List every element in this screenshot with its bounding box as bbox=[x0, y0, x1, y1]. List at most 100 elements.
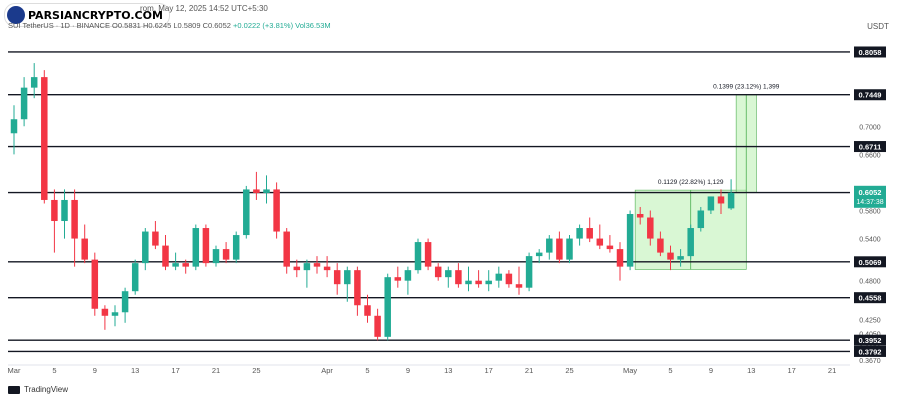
candle-body-46 bbox=[475, 280, 482, 285]
x-tick-label-18: 17 bbox=[788, 366, 796, 375]
candle-body-40 bbox=[414, 242, 422, 271]
candle-body-36 bbox=[374, 315, 381, 337]
candle-body-47 bbox=[485, 280, 492, 285]
level-tag-3 bbox=[854, 141, 886, 153]
candle-body-18 bbox=[192, 228, 200, 267]
candle-body-49 bbox=[505, 273, 513, 285]
x-tick-label-7: Apr bbox=[321, 366, 333, 375]
candle-body-24 bbox=[253, 189, 260, 193]
candle-body-12 bbox=[131, 263, 139, 292]
candle-body-62 bbox=[636, 213, 644, 218]
x-tick-label-15: 5 bbox=[668, 366, 672, 375]
candle-body-6 bbox=[71, 199, 78, 239]
candle-body-55 bbox=[566, 238, 573, 260]
level-tag-label-16: 0.3792 bbox=[859, 347, 882, 356]
candle-body-21 bbox=[222, 249, 230, 260]
candle-body-59 bbox=[606, 245, 614, 250]
candle-body-22 bbox=[232, 235, 240, 260]
y-tick-label-17: 0.3670 bbox=[859, 358, 881, 365]
level-tag-11 bbox=[854, 292, 886, 304]
candle-body-2 bbox=[30, 77, 38, 88]
candle-body-3 bbox=[41, 77, 48, 200]
candle-body-29 bbox=[303, 263, 311, 271]
y-tick-label-4: 0.6600 bbox=[859, 152, 881, 159]
price-countdown: 14:37:38 bbox=[856, 199, 883, 206]
candle-body-31 bbox=[323, 266, 331, 271]
level-tag-0 bbox=[854, 46, 886, 58]
candle-body-19 bbox=[202, 228, 210, 264]
candle-body-32 bbox=[333, 270, 341, 285]
logo-text: PARSIANCRYPTO.COM bbox=[28, 8, 163, 22]
candle-body-27 bbox=[283, 231, 290, 267]
x-tick-label-4: 17 bbox=[171, 366, 179, 375]
candle-body-10 bbox=[111, 312, 119, 316]
level-tag-16 bbox=[854, 345, 886, 357]
candle-body-66 bbox=[677, 256, 684, 260]
candle-body-43 bbox=[445, 270, 452, 278]
level-tag-label-1: 0.7449 bbox=[859, 91, 882, 100]
candle-body-0 bbox=[10, 119, 18, 134]
candle-body-56 bbox=[576, 228, 583, 239]
candle-body-5 bbox=[61, 199, 68, 222]
candle-body-53 bbox=[546, 238, 553, 253]
level-tag-label-11: 0.4558 bbox=[859, 294, 882, 303]
y-tick-label-8: 0.5400 bbox=[859, 237, 881, 244]
y-tick-label-10: 0.4800 bbox=[859, 279, 881, 286]
candle-body-25 bbox=[263, 189, 270, 193]
candle-body-42 bbox=[434, 266, 442, 278]
x-tick-label-19: 21 bbox=[828, 366, 836, 375]
candle-body-23 bbox=[243, 189, 250, 236]
current-price-tag bbox=[854, 185, 886, 208]
candle-body-41 bbox=[424, 242, 432, 267]
y-tick-label-12: 0.4250 bbox=[859, 317, 881, 324]
candle-body-33 bbox=[344, 270, 351, 285]
ohlc-readout: SUI TetherUS · 1D · BINANCE O0.5831 H0.6… bbox=[8, 21, 331, 30]
x-tick-label-12: 21 bbox=[525, 366, 533, 375]
x-tick-label-16: 9 bbox=[709, 366, 713, 375]
candle-body-16 bbox=[172, 263, 179, 267]
candle-body-1 bbox=[20, 87, 28, 120]
chart-title-line: rom, May 12, 2025 14:52 UTC+5:30 bbox=[140, 4, 268, 13]
candle-body-45 bbox=[465, 280, 472, 285]
ohlc-prefix: SUI TetherUS · 1D · BINANCE O0.5831 bbox=[8, 21, 141, 30]
measure-label-0: 0.1129 (22.82%) 1,129 bbox=[658, 179, 724, 186]
candle-body-67 bbox=[687, 228, 694, 257]
tradingview-label: TradingView bbox=[24, 385, 69, 394]
x-tick-label-9: 9 bbox=[406, 366, 410, 375]
candle-body-71 bbox=[727, 192, 735, 209]
candle-body-51 bbox=[525, 256, 533, 288]
level-tag-label-0: 0.8058 bbox=[859, 48, 882, 57]
y-tick-label-7: 0.5800 bbox=[859, 208, 881, 215]
level-tag-label-9: 0.5069 bbox=[859, 258, 882, 267]
candle-body-61 bbox=[626, 213, 634, 267]
x-tick-label-5: 21 bbox=[212, 366, 220, 375]
candle-body-52 bbox=[535, 252, 543, 257]
price-change: +0.0222 (+3.81%) bbox=[233, 21, 294, 30]
candle-body-48 bbox=[495, 273, 503, 281]
candle-body-8 bbox=[91, 259, 99, 309]
candle-body-30 bbox=[313, 263, 321, 267]
candle-body-28 bbox=[293, 266, 301, 271]
candle-body-58 bbox=[596, 238, 604, 246]
candle-body-63 bbox=[647, 217, 654, 239]
x-tick-label-14: May bbox=[623, 366, 637, 375]
x-tick-label-3: 13 bbox=[131, 366, 139, 375]
candle-body-64 bbox=[657, 238, 664, 253]
candle-body-68 bbox=[697, 210, 705, 229]
candle-body-14 bbox=[152, 231, 159, 246]
candle-body-4 bbox=[51, 199, 58, 222]
candle-body-39 bbox=[404, 270, 412, 281]
y-tick-label-2: 0.7000 bbox=[859, 124, 881, 131]
level-tag-1 bbox=[854, 89, 886, 101]
candle-body-34 bbox=[354, 270, 361, 306]
candle-body-65 bbox=[667, 252, 674, 260]
x-tick-label-10: 13 bbox=[444, 366, 452, 375]
candle-body-13 bbox=[142, 231, 149, 264]
x-tick-label-17: 13 bbox=[747, 366, 755, 375]
candle-body-44 bbox=[455, 270, 462, 285]
candle-body-70 bbox=[717, 196, 725, 204]
logo-icon bbox=[7, 6, 25, 24]
currency-label: USDT bbox=[867, 22, 889, 31]
x-tick-label-2: 9 bbox=[93, 366, 97, 375]
